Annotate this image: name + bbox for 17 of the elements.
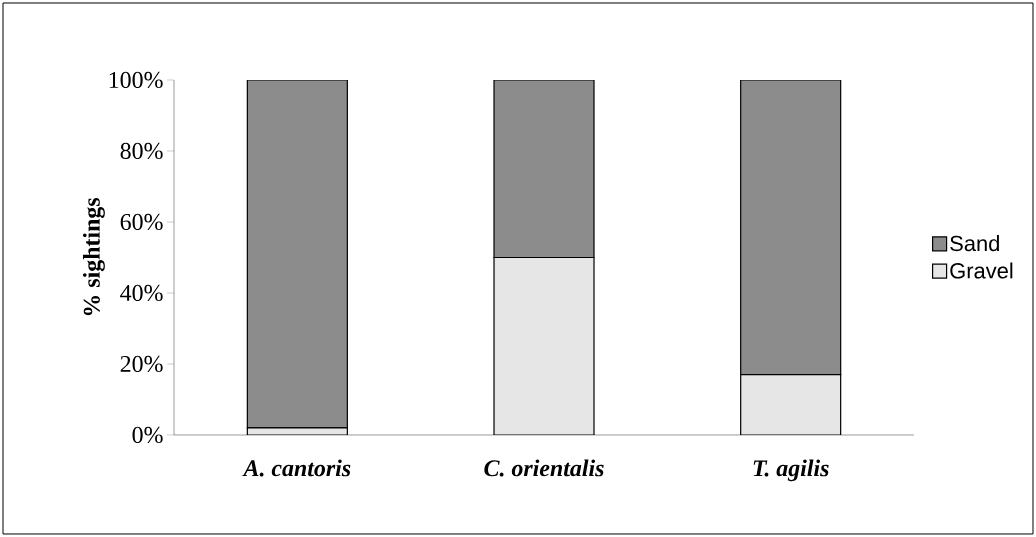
x-tick-label: A. cantoris	[242, 459, 351, 477]
x-tick-label: C. orientalis	[484, 459, 604, 477]
bar	[740, 374, 842, 435]
bar	[493, 256, 595, 435]
legend-label: Sand	[950, 235, 999, 252]
y-tick-label: 20%	[120, 355, 163, 373]
y-axis-title: % sightings	[83, 197, 105, 316]
bar	[740, 79, 842, 376]
bar	[493, 79, 595, 259]
y-tick-label: 0%	[132, 426, 163, 444]
y-tick-label: 60%	[120, 213, 163, 231]
y-tick-label: 40%	[120, 284, 163, 302]
y-tick-label: 80%	[120, 142, 163, 160]
bar	[246, 79, 348, 429]
legend-label: Gravel	[950, 262, 1013, 279]
x-tick-label: T. agilis	[753, 459, 829, 482]
y-tick-label: 100%	[109, 71, 163, 89]
